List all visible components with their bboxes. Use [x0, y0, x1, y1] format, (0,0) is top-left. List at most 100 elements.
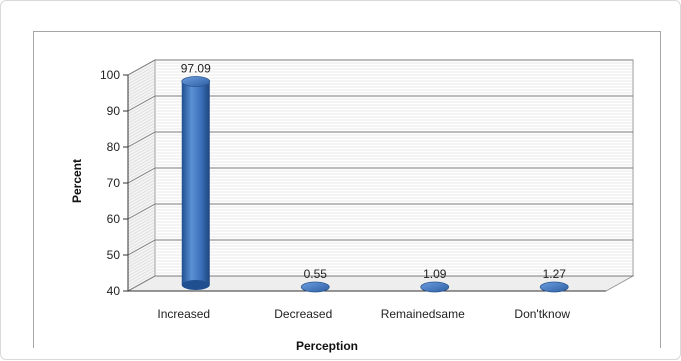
wall-hatch — [127, 245, 156, 262]
wall-hatch — [127, 146, 156, 163]
gridline — [127, 95, 156, 112]
y-tick-label: 90 — [107, 104, 121, 118]
x-category-label: Increased — [157, 307, 210, 321]
wall-hatch — [127, 113, 156, 130]
wall-hatch — [127, 71, 156, 88]
wall-hatch — [127, 170, 156, 187]
wall-hatch — [127, 230, 156, 247]
wall-hatch — [127, 272, 156, 289]
wall-hatch — [127, 233, 156, 250]
gridline — [127, 167, 156, 184]
wall-hatch — [127, 143, 156, 160]
x-axis-title: Perception — [296, 339, 358, 353]
wall-hatch — [127, 158, 156, 175]
bar — [181, 76, 211, 290]
x-category-label: Remainedsame — [381, 307, 465, 321]
wall-hatch — [127, 215, 156, 232]
wall-hatch — [127, 122, 156, 139]
gridline — [127, 131, 156, 148]
wall-hatch — [127, 269, 156, 286]
data-label: 1.09 — [423, 267, 447, 281]
wall-hatch — [127, 89, 156, 106]
gridline — [127, 59, 156, 76]
wall-hatch — [127, 209, 156, 226]
bar — [420, 281, 450, 293]
wall-hatch — [127, 155, 156, 172]
gridline — [127, 275, 156, 292]
wall-hatch — [127, 212, 156, 229]
wall-hatch — [127, 137, 156, 154]
wall-hatch — [127, 128, 156, 145]
wall-hatch — [127, 164, 156, 181]
y-tick-label: 70 — [107, 176, 121, 190]
wall-hatch — [127, 140, 156, 157]
wall-hatch — [127, 185, 156, 202]
x-category-label: Decreased — [274, 307, 332, 321]
wall-hatch — [127, 83, 156, 100]
wall-hatch — [127, 116, 156, 133]
wall-hatch — [127, 224, 156, 241]
y-tick-label: 100 — [100, 68, 120, 82]
wall-hatch — [127, 254, 156, 271]
wall-hatch — [127, 152, 156, 169]
wall-hatch — [127, 173, 156, 190]
data-label: 1.27 — [543, 267, 567, 281]
wall-hatch — [127, 77, 156, 94]
wall-hatch — [127, 218, 156, 235]
gridline — [127, 239, 156, 256]
wall-hatch — [127, 92, 156, 109]
wall-hatch — [127, 194, 156, 211]
wall-hatch — [127, 248, 156, 265]
y-tick-label: 80 — [107, 140, 121, 154]
x-category-label: Don'tknow — [514, 307, 570, 321]
wall-hatch — [127, 191, 156, 208]
wall-hatch — [127, 125, 156, 142]
wall-hatch — [127, 182, 156, 199]
wall-hatch — [127, 260, 156, 277]
bar-cap — [300, 281, 330, 293]
wall-hatch — [127, 188, 156, 205]
wall-hatch — [127, 101, 156, 118]
wall-hatch — [127, 98, 156, 115]
bar — [539, 281, 569, 293]
bar-cap — [181, 76, 211, 87]
wall-hatch — [127, 206, 156, 223]
gridline — [127, 203, 156, 220]
wall-hatch — [127, 86, 156, 103]
bar — [300, 281, 330, 293]
wall-hatch — [127, 65, 156, 82]
data-label: 0.55 — [304, 267, 328, 281]
wall-hatch — [127, 251, 156, 268]
wall-hatch — [127, 134, 156, 151]
wall-hatch — [127, 104, 156, 121]
y-tick-label: 40 — [107, 284, 121, 298]
data-label: 97.09 — [181, 61, 211, 75]
wall-hatch — [127, 68, 156, 85]
wall-hatch — [127, 62, 156, 79]
wall-hatch — [127, 80, 156, 97]
bar-cap — [539, 281, 569, 293]
wall-hatch — [127, 107, 156, 124]
wall-hatch — [127, 149, 156, 166]
wall-hatch — [127, 179, 156, 196]
bar-cap — [420, 281, 450, 293]
wall-hatch — [127, 242, 156, 259]
bar-body — [181, 81, 210, 285]
y-axis-title: Percent — [70, 159, 84, 203]
y-tick-label: 50 — [107, 248, 121, 262]
gridlines — [127, 59, 633, 292]
wall-hatch — [127, 221, 156, 238]
y-tick-label: 60 — [107, 212, 121, 226]
wall-hatch — [127, 197, 156, 214]
wall-hatch — [127, 161, 156, 178]
wall-hatch — [127, 176, 156, 193]
wall-hatch — [127, 227, 156, 244]
wall-hatch — [127, 266, 156, 283]
bar-base — [181, 280, 210, 290]
bars — [181, 76, 569, 293]
labels: 97.09 Increased 0.55 Decreased 1.09 Remaineds… — [157, 61, 570, 353]
wall-hatch — [127, 263, 156, 280]
wall-hatch — [127, 236, 156, 253]
